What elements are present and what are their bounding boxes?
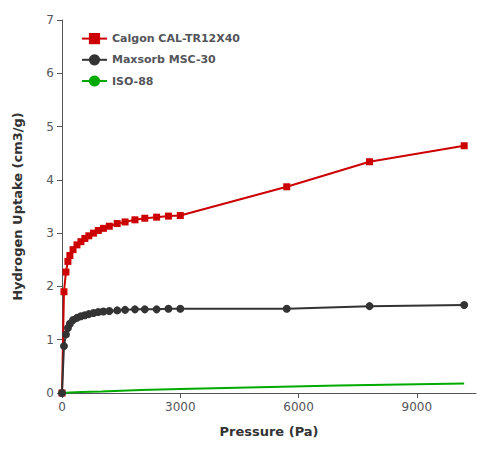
svg-text:4: 4 [46,173,54,187]
svg-text:2: 2 [46,279,54,293]
svg-text:Pressure (Pa): Pressure (Pa) [219,424,318,439]
svg-text:3000: 3000 [165,400,196,414]
svg-text:3: 3 [46,226,54,240]
svg-text:6: 6 [46,66,54,80]
svg-text:9000: 9000 [402,400,433,414]
svg-text:0: 0 [46,386,54,400]
svg-text:5: 5 [46,120,54,134]
svg-text:7: 7 [46,13,54,27]
svg-text:1: 1 [46,333,54,347]
svg-text:Maxsorb MSC-30: Maxsorb MSC-30 [112,53,216,66]
svg-text:6000: 6000 [283,400,314,414]
svg-text:Hydrogen Uptake (cm3/g): Hydrogen Uptake (cm3/g) [10,112,25,301]
svg-text:ISO-88: ISO-88 [112,75,153,88]
svg-text:0: 0 [58,400,66,414]
svg-text:Calgon CAL-TR12X40: Calgon CAL-TR12X40 [112,32,240,45]
